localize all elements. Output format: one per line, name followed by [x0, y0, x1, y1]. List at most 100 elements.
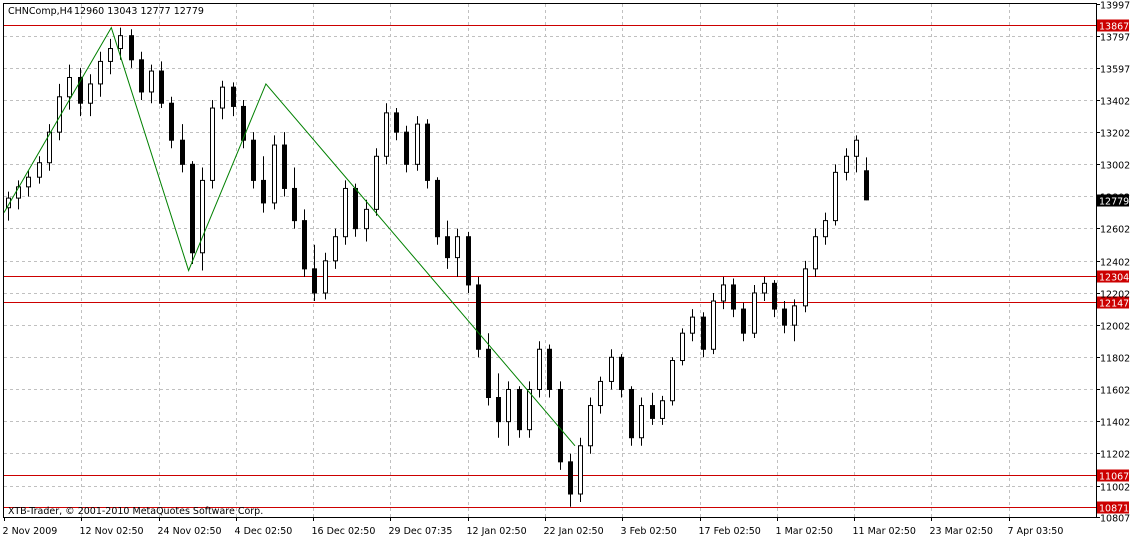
candle-body-up [598, 380, 603, 407]
candle-body-down [251, 139, 256, 181]
candle [731, 278, 736, 318]
candle-body-down [180, 139, 185, 165]
candle-body-down [139, 59, 144, 93]
price-level-tag [1097, 296, 1129, 309]
candle [547, 344, 552, 398]
candle-body-up [762, 282, 767, 294]
x-tick-label: 1 Mar 02:50 [776, 526, 833, 537]
candle [792, 299, 797, 342]
y-tick-label: 11402 [1100, 418, 1130, 429]
candle [721, 276, 726, 310]
price-level-label: 10871 [1099, 504, 1129, 515]
candle [231, 82, 236, 117]
candle-body-down [772, 282, 777, 310]
candle-body-down [486, 348, 491, 399]
candle-body-up [415, 123, 420, 165]
candle-body-up [47, 131, 52, 164]
candle [47, 124, 52, 171]
candle [629, 386, 634, 446]
candle-body-up [823, 220, 828, 238]
candle [527, 381, 532, 438]
candle-body-up [88, 83, 93, 104]
candle [609, 349, 614, 390]
candle-body-down [476, 284, 481, 350]
candle [690, 309, 695, 342]
candle-body-up [833, 171, 838, 222]
candle [660, 395, 665, 425]
candle-body-down [650, 405, 655, 419]
candle-body-up [588, 405, 593, 447]
y-tick-label: 13797 [1100, 33, 1130, 44]
candle [88, 74, 93, 117]
candle-body-down [261, 179, 266, 204]
y-tick-label: 13997 [1100, 1, 1130, 12]
candle [588, 397, 593, 454]
candle [180, 124, 185, 173]
candle-body-up [210, 107, 215, 181]
candle-body-up [323, 260, 328, 294]
plot-frame [3, 3, 1097, 518]
y-tick-label: 13402 [1100, 97, 1130, 108]
candle [466, 231, 471, 293]
candle-body-down [302, 220, 307, 270]
candle [364, 199, 369, 242]
candle-body-up [680, 332, 685, 362]
price-level-tag [1097, 501, 1129, 514]
candle-body-down [169, 102, 174, 141]
candle [670, 357, 675, 406]
candle [864, 157, 869, 201]
candle [139, 51, 144, 101]
candle [813, 228, 818, 277]
candle [57, 83, 62, 141]
x-tick-label: 29 Dec 07:35 [389, 526, 453, 537]
symbol-label: CHNComp,H4 [8, 6, 73, 17]
candle-body-up [721, 284, 726, 302]
candle [323, 252, 328, 300]
candle-body-up [57, 96, 62, 133]
candle [435, 177, 440, 245]
candle-body-up [67, 76, 72, 98]
price-level-tag [1097, 270, 1129, 283]
price-level-label: 12304 [1099, 273, 1129, 284]
candle-body-up [792, 305, 797, 326]
candle [374, 148, 379, 216]
candle-body-down [619, 356, 624, 390]
x-tick-label: 7 Apr 03:50 [1008, 526, 1064, 537]
x-tick-label: 11 Mar 02:50 [853, 526, 916, 537]
candle [445, 220, 450, 269]
candle-body-down [292, 187, 297, 222]
candle-body-up [578, 445, 583, 495]
candle-body-up [844, 155, 849, 173]
candle [496, 373, 501, 438]
price-level-label: 11067 [1099, 472, 1129, 483]
candle [302, 209, 307, 277]
x-tick-label: 17 Feb 02:50 [699, 526, 761, 537]
candle [333, 228, 338, 269]
candle-body-up [200, 179, 205, 254]
candles [6, 27, 869, 507]
candle-body-down [547, 348, 552, 390]
candle-body-up [26, 176, 31, 188]
candle-body-down [190, 163, 195, 254]
candle [37, 156, 42, 184]
candle [210, 100, 215, 189]
y-tick-label: 11802 [1100, 354, 1130, 365]
y-tick-label: 12402 [1100, 258, 1130, 269]
x-tick-label: 3 Feb 02:50 [621, 526, 677, 537]
candle [619, 354, 624, 398]
candle-body-up [364, 208, 369, 230]
candle-body-up [506, 388, 511, 423]
price-level-tag [1097, 469, 1129, 482]
y-tick-label: 11202 [1100, 450, 1130, 461]
x-tick-label: 22 Jan 02:50 [544, 526, 604, 537]
candle [241, 100, 246, 149]
y-tick-label: 13002 [1100, 161, 1130, 172]
candle-body-down [701, 316, 706, 350]
candle-body-up [670, 360, 675, 402]
candle [854, 135, 859, 173]
candle [803, 260, 808, 313]
candle-body-up [6, 197, 11, 209]
candle-body-up [333, 236, 338, 262]
